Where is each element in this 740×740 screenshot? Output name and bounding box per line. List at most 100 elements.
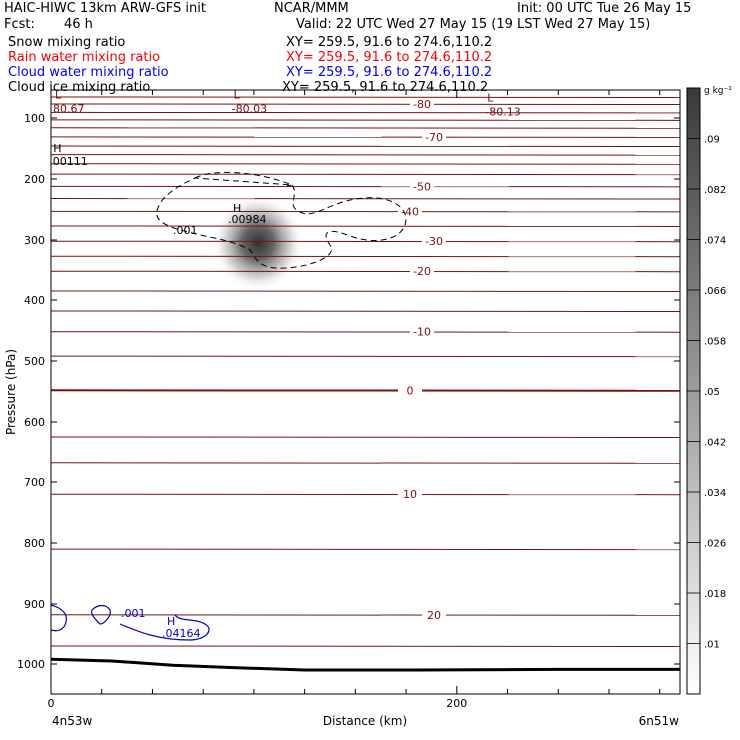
- isotherm-label-bg: [422, 130, 446, 143]
- x-axis-label: Distance (km): [323, 714, 407, 728]
- cloud-ice-max-value: .00111: [49, 155, 87, 168]
- colorbar-tick-label: .074: [704, 236, 726, 247]
- fcst-value: 46 h: [64, 17, 93, 32]
- temperature-low-marker: L: [55, 89, 62, 102]
- isotherm-line: [51, 145, 680, 148]
- isotherm-label: -30: [425, 235, 443, 248]
- isotherm-label: -50: [413, 180, 431, 193]
- valid-time: Valid: 22 UTC Wed 27 May 15 (19 LST Wed …: [296, 17, 651, 32]
- temperature-low-marker: L: [487, 91, 494, 104]
- colorbar-tick-label: .09: [704, 135, 720, 146]
- y-tick-label: 900: [24, 598, 45, 611]
- isotherm-line: [51, 310, 680, 312]
- cloud-water-contour: [91, 604, 111, 625]
- isotherm-line: [51, 136, 680, 138]
- isotherm-line: [51, 331, 680, 333]
- isotherm-line: [51, 462, 680, 464]
- isotherm-line: [51, 127, 680, 129]
- isotherm-label: -80: [413, 98, 431, 111]
- isotherm-line: [51, 436, 680, 438]
- field-cloudice-label: Cloud ice mixing ratio: [8, 80, 151, 95]
- isotherm-line: [51, 103, 680, 105]
- isotherm-label: -10: [413, 326, 431, 339]
- isotherm-line: [51, 119, 680, 121]
- init-time: Init: 00 UTC Tue 26 May 15: [517, 1, 692, 16]
- isotherm-line: [51, 614, 680, 616]
- field-snow-label: Snow mixing ratio: [8, 35, 126, 50]
- isotherm-label: 0: [407, 384, 414, 397]
- isotherm-label-bg: [422, 235, 446, 248]
- right-endpoint-label: 6n51w: [639, 714, 680, 728]
- cloud-water-contour-label: .001: [121, 607, 146, 620]
- isotherm-line: [51, 645, 680, 647]
- isotherm-line: [51, 163, 680, 165]
- y-tick-label: 100: [24, 112, 45, 125]
- isotherm-label-bg: [410, 98, 434, 110]
- colorbar-tick-label: .058: [704, 337, 726, 348]
- isotherm-label-bg: [398, 384, 422, 397]
- y-tick-label: 1000: [17, 658, 45, 671]
- isotherm-label-bg: [422, 608, 446, 621]
- colorbar-tick-label: .034: [704, 488, 726, 499]
- snow-max-value: .00984: [228, 213, 267, 226]
- isotherm-line: [51, 240, 680, 243]
- field-rain-xy: XY= 259.5, 91.6 to 274.6,110.2: [286, 50, 493, 65]
- isotherm-label-bg: [398, 488, 422, 501]
- colorbar-tick-label: .05: [704, 387, 720, 398]
- isotherm-line: [51, 96, 680, 98]
- isotherm-line: [51, 111, 680, 114]
- model-title: HAIC-HIWC 13km ARW-GFS init: [4, 1, 206, 16]
- isotherm-label: -70: [425, 131, 443, 144]
- org-label: NCAR/MMM: [274, 1, 349, 16]
- field-rain-label: Rain water mixing ratio: [8, 50, 161, 65]
- isotherm-label: 20: [427, 609, 441, 622]
- isotherm-label-bg: [410, 180, 434, 193]
- plot-frame: [50, 89, 681, 695]
- cloud-water-contour: [51, 604, 67, 632]
- temperature-low-value: 80.67: [53, 103, 84, 116]
- y-tick-label: 500: [24, 355, 45, 368]
- isotherm-line: [51, 548, 680, 551]
- isotherm-line: [51, 210, 680, 213]
- y-tick-label: 300: [24, 234, 45, 247]
- y-axis-label: Pressure (hPa): [4, 349, 18, 435]
- isotherm-line: [51, 153, 680, 156]
- y-tick-label: 600: [24, 416, 45, 429]
- isotherm-line: [51, 270, 680, 273]
- temperature-low-value: -80.13: [485, 105, 520, 118]
- isotherm-line: [51, 197, 680, 200]
- colorbar-tick-label: .026: [704, 539, 726, 550]
- snow-mixing-ratio-blob: [211, 195, 304, 291]
- snow-max-marker: H: [233, 202, 241, 215]
- isotherm-line: [51, 185, 680, 188]
- cloud-water-contour: [119, 614, 210, 641]
- colorbar-unit-label: g kg⁻¹: [704, 86, 732, 96]
- fcst-label: Fcst:: [4, 17, 35, 32]
- field-cloudwater-label: Cloud water mixing ratio: [8, 65, 169, 80]
- cloud-water-max-value: .04164: [162, 627, 201, 640]
- y-tick-label: 800: [24, 537, 45, 550]
- isotherm-label-bg: [410, 325, 434, 338]
- isotherm-line: [51, 355, 680, 358]
- isotherm-label-bg: [398, 205, 422, 218]
- isotherm-line: [51, 389, 680, 392]
- y-tick-label: 200: [24, 173, 45, 186]
- y-tick-label: 700: [24, 476, 45, 489]
- isotherm-line: [51, 225, 680, 227]
- colorbar-tick-label: .066: [704, 286, 726, 297]
- y-tick-label: 400: [24, 294, 45, 307]
- isotherm-label: -20: [413, 265, 431, 278]
- isotherm-label-bg: [410, 265, 434, 278]
- colorbar-tick-label: .01: [704, 640, 720, 651]
- field-cloudwater-xy: XY= 259.5, 91.6 to 274.6,110.2: [286, 65, 493, 80]
- isotherm-line: [51, 255, 680, 258]
- left-endpoint-label: 4n53w: [52, 714, 93, 728]
- field-cloudice-xy: XY= 259.5, 91.6 to 274.6,110.2: [282, 80, 489, 95]
- x-tick-label: 0: [48, 697, 55, 710]
- isotherm-line: [51, 290, 680, 292]
- cloud-ice-contour-label: .001: [173, 224, 198, 237]
- field-snow-xy: XY= 259.5, 91.6 to 274.6,110.2: [286, 35, 493, 50]
- isotherm-line: [51, 493, 680, 496]
